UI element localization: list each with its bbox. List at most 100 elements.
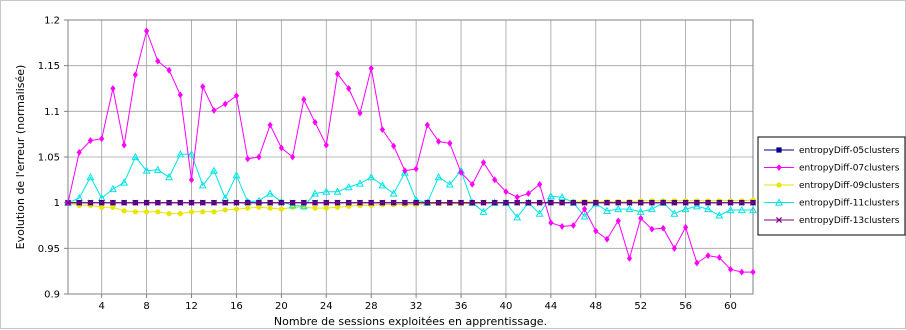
x-tick-label: 52 — [634, 301, 647, 312]
data-point — [222, 199, 229, 206]
legend-marker — [775, 216, 783, 224]
data-point — [649, 225, 655, 233]
data-point — [166, 66, 172, 74]
data-point — [592, 199, 599, 206]
data-point — [121, 208, 127, 214]
data-point — [312, 205, 318, 211]
data-point — [256, 153, 262, 161]
data-point — [434, 172, 443, 181]
x-tick-label: 4 — [99, 301, 105, 312]
data-point — [323, 141, 329, 149]
data-point — [278, 199, 285, 206]
data-point — [750, 268, 756, 276]
data-point — [647, 204, 656, 213]
legend-item: entropyDiff-05clusters — [764, 146, 900, 156]
data-point — [614, 204, 623, 213]
data-point — [390, 199, 397, 206]
data-point — [177, 91, 183, 99]
data-point — [132, 71, 138, 79]
data-point — [188, 176, 195, 184]
x-tick-label: 40 — [500, 301, 513, 312]
data-point — [648, 199, 655, 206]
data-point — [76, 149, 82, 156]
data-point — [344, 182, 353, 191]
data-point — [110, 204, 116, 210]
data-point — [525, 190, 532, 197]
data-point — [144, 209, 150, 215]
data-point — [233, 206, 240, 212]
data-point — [222, 207, 228, 213]
data-point — [323, 205, 329, 211]
data-point — [244, 199, 251, 206]
data-point — [346, 85, 352, 92]
data-point — [177, 199, 184, 206]
data-point — [445, 180, 454, 188]
data-point — [368, 65, 374, 72]
data-point — [558, 193, 567, 201]
series-group — [64, 27, 757, 276]
data-point — [548, 219, 554, 227]
data-point — [559, 199, 566, 206]
data-point — [121, 141, 127, 149]
data-point — [289, 153, 296, 161]
data-point — [615, 199, 622, 206]
data-point — [155, 57, 161, 65]
x-tick-label: 32 — [410, 301, 423, 312]
data-point — [625, 204, 634, 213]
data-point — [570, 199, 577, 206]
legend-marker — [776, 147, 782, 153]
data-point — [87, 199, 94, 206]
data-point — [87, 137, 94, 144]
data-point — [166, 199, 173, 206]
legend-label: entropyDiff-11clusters — [799, 199, 900, 209]
data-point — [705, 252, 711, 260]
data-point — [256, 204, 262, 210]
x-tick-label: 60 — [724, 301, 737, 312]
data-point — [278, 144, 284, 152]
data-point — [491, 199, 498, 206]
data-point — [502, 199, 509, 206]
data-point — [245, 155, 251, 163]
legend-item: entropyDiff-09clusters — [764, 181, 900, 191]
data-point — [660, 224, 666, 232]
data-point — [198, 181, 207, 189]
data-point — [480, 199, 487, 206]
data-point — [546, 192, 555, 200]
data-point — [188, 209, 195, 215]
data-point — [300, 199, 307, 206]
legend-marker — [776, 182, 782, 188]
data-point — [694, 259, 700, 267]
legend-item: entropyDiff-07clusters — [764, 164, 900, 174]
legend-box — [757, 136, 906, 236]
data-point — [739, 268, 745, 276]
data-point — [266, 189, 275, 197]
legend-label: entropyDiff-09clusters — [799, 181, 900, 191]
data-point — [513, 213, 522, 221]
data-point — [693, 199, 700, 206]
data-point — [435, 138, 442, 145]
data-point — [166, 211, 172, 217]
plot-border — [67, 19, 754, 295]
data-point — [738, 199, 745, 206]
data-point — [637, 199, 644, 206]
data-point — [626, 254, 633, 262]
data-point — [660, 199, 667, 206]
data-point — [299, 202, 308, 210]
data-point — [267, 199, 274, 206]
legend-marker — [775, 198, 783, 206]
data-point — [503, 188, 509, 196]
y-axis-ticks: 0.9 0.95 1 1.05 1.1 1.15 1.2 — [38, 16, 68, 301]
x-tick-label: 8 — [143, 301, 149, 312]
data-point — [716, 254, 722, 261]
data-point — [289, 199, 296, 206]
data-point — [424, 121, 430, 129]
data-point — [570, 222, 576, 229]
data-point — [110, 85, 116, 92]
data-point — [99, 204, 105, 210]
data-point — [391, 142, 397, 150]
data-point — [525, 199, 532, 206]
data-point — [537, 181, 543, 188]
data-point — [99, 135, 105, 143]
data-point — [626, 199, 633, 206]
legend-label: entropyDiff-05clusters — [799, 146, 900, 156]
